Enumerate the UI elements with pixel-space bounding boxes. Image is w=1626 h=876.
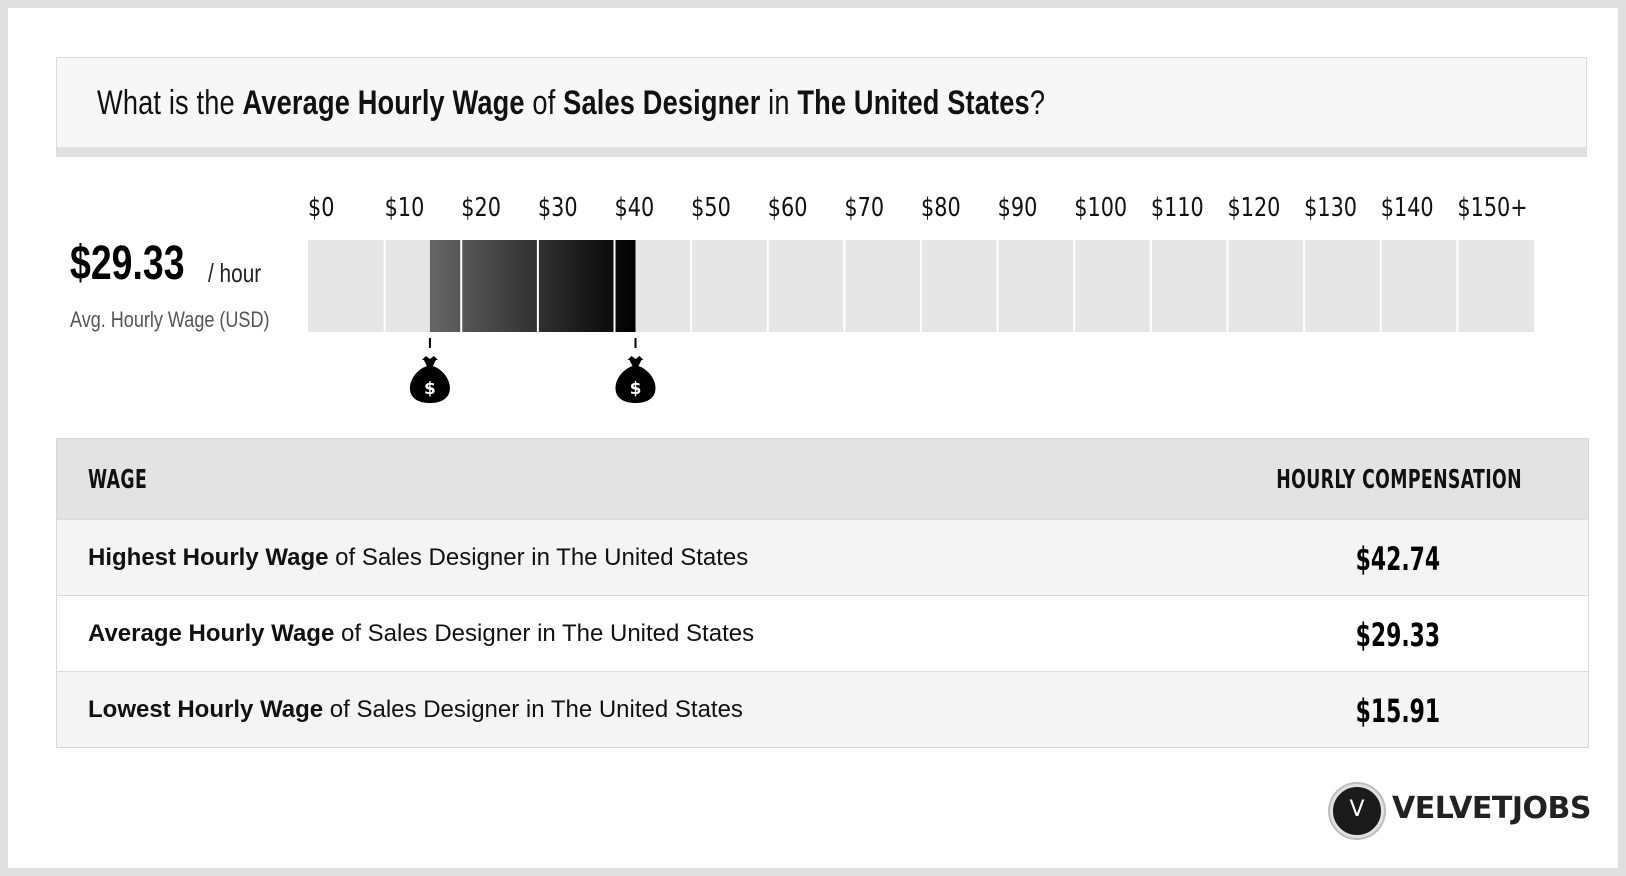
table-body: Highest Hourly Wage of Sales Designer in… bbox=[57, 519, 1588, 747]
x-tick-label: $90 bbox=[998, 192, 1038, 223]
scale-divider bbox=[613, 240, 616, 332]
x-tick-label: $140 bbox=[1381, 192, 1434, 223]
money-bag-icon bbox=[409, 360, 450, 403]
scale-cell bbox=[1074, 240, 1151, 332]
money-bag-marker: $ bbox=[615, 338, 656, 403]
x-tick-label: $60 bbox=[768, 192, 808, 223]
scale-cell bbox=[1457, 240, 1534, 332]
money-bag-icon bbox=[615, 360, 656, 403]
scale-divider bbox=[460, 240, 463, 332]
money-bag-symbol: $ bbox=[630, 379, 642, 399]
x-tick-label: $150+ bbox=[1457, 192, 1527, 223]
money-bag-knot bbox=[627, 356, 644, 360]
scale-divider bbox=[1073, 240, 1076, 332]
scale-divider bbox=[690, 240, 693, 332]
column-header-wage: WAGE bbox=[88, 465, 148, 495]
x-tick-label: $120 bbox=[1228, 192, 1281, 223]
velvetjobs-logo: V VELVETJOBS bbox=[1326, 781, 1592, 838]
x-tick-label: $20 bbox=[461, 192, 501, 223]
scale-cell bbox=[1227, 240, 1305, 332]
table-row-average: Average Hourly Wage of Sales Designer in… bbox=[57, 595, 1588, 671]
scale-divider bbox=[1149, 240, 1152, 332]
average-wage-value: $29.33 bbox=[70, 237, 185, 290]
scale-cell bbox=[921, 240, 998, 332]
scale-divider bbox=[766, 240, 769, 332]
column-header-hourly-compensation: HOURLY COMPENSATION bbox=[1276, 465, 1522, 495]
scale-cell bbox=[1150, 240, 1228, 332]
scale-cell bbox=[767, 240, 845, 332]
row-value: $29.33 bbox=[1355, 616, 1440, 654]
scale-divider bbox=[1379, 240, 1382, 332]
x-tick-label: $100 bbox=[1074, 192, 1127, 223]
scale-divider bbox=[996, 240, 999, 332]
money-bag-symbol: $ bbox=[424, 379, 436, 399]
question-title: What is the Average Hourly Wage of Sales… bbox=[97, 84, 1046, 122]
row-label: Lowest Hourly Wage of Sales Designer in … bbox=[88, 696, 743, 723]
average-wage-caption: Avg. Hourly Wage (USD) bbox=[70, 307, 270, 332]
table-row-highest: Highest Hourly Wage of Sales Designer in… bbox=[57, 519, 1588, 595]
logo-wordmark: VELVETJOBS bbox=[1392, 791, 1592, 826]
scale-cell bbox=[997, 240, 1075, 332]
x-tick-label: $50 bbox=[691, 192, 731, 223]
scale-cell bbox=[1380, 240, 1458, 332]
x-tick-label: $70 bbox=[844, 192, 884, 223]
scale-divider bbox=[383, 240, 386, 332]
x-tick-label: $0 bbox=[308, 192, 334, 223]
table-row-lowest: Lowest Hourly Wage of Sales Designer in … bbox=[57, 671, 1588, 747]
row-value: $42.74 bbox=[1355, 540, 1440, 578]
x-tick-label: $80 bbox=[921, 192, 961, 223]
scale-cell bbox=[844, 240, 921, 332]
scale-divider bbox=[920, 240, 922, 332]
wage-range-chart: $0 $10 $20 $30 $40 $50 $60 $70 $80 $90 $100 $110 $12… bbox=[308, 192, 1534, 403]
money-bag-knot bbox=[421, 356, 438, 360]
money-bag-marker: $ bbox=[409, 338, 450, 403]
row-value: $15.91 bbox=[1355, 692, 1440, 730]
logo-mark: V bbox=[1330, 784, 1384, 838]
row-label: Highest Hourly Wage of Sales Designer in… bbox=[88, 544, 749, 571]
wage-table: WAGE HOURLY COMPENSATION Highest Hourly … bbox=[56, 438, 1589, 748]
row-label: Average Hourly Wage of Sales Designer in… bbox=[88, 620, 755, 647]
scale-divider bbox=[1226, 240, 1229, 332]
x-tick-label: $40 bbox=[615, 192, 655, 223]
wage-range-bar bbox=[429, 240, 636, 332]
table-header: WAGE HOURLY COMPENSATION bbox=[57, 439, 1588, 519]
x-tick-label: $130 bbox=[1304, 192, 1357, 223]
x-tick-label: $10 bbox=[385, 192, 425, 223]
question-header: What is the Average Hourly Wage of Sales… bbox=[56, 57, 1587, 157]
scale-cell bbox=[308, 240, 385, 332]
average-wage-unit: / hour bbox=[208, 258, 262, 288]
logo-mark-letter: V bbox=[1349, 797, 1365, 822]
scale-cell bbox=[691, 240, 768, 332]
x-tick-label: $110 bbox=[1151, 192, 1204, 223]
scale-divider bbox=[536, 240, 539, 332]
x-tick-label: $30 bbox=[538, 192, 578, 223]
scale-cell bbox=[1304, 240, 1381, 332]
scale-divider bbox=[1456, 240, 1459, 332]
scale-divider bbox=[1303, 240, 1306, 332]
scale-divider bbox=[843, 240, 846, 332]
